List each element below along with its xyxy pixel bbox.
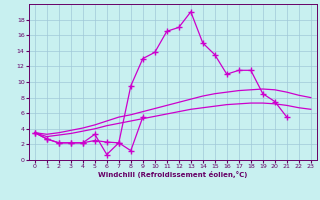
X-axis label: Windchill (Refroidissement éolien,°C): Windchill (Refroidissement éolien,°C) — [98, 171, 247, 178]
